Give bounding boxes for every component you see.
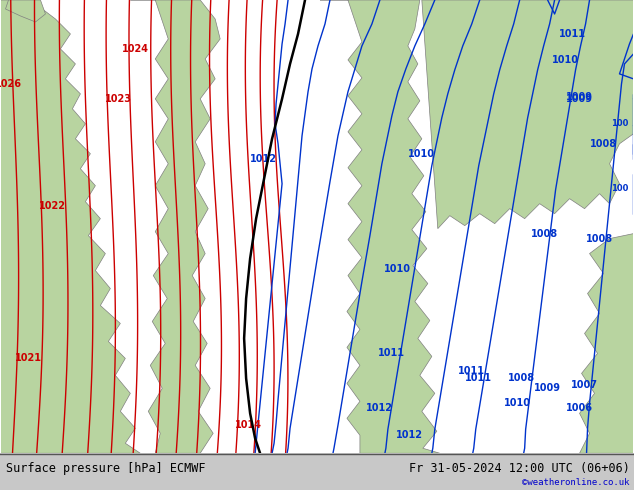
Text: 1008: 1008 — [590, 139, 617, 149]
Text: 100: 100 — [611, 119, 628, 128]
Text: 1011: 1011 — [465, 373, 492, 383]
Text: 100: 100 — [611, 184, 628, 193]
Text: 1022: 1022 — [39, 201, 66, 211]
Text: 1021: 1021 — [15, 353, 42, 364]
Text: 1008: 1008 — [586, 234, 613, 244]
Text: 1011: 1011 — [559, 29, 586, 39]
Text: 1010: 1010 — [384, 264, 411, 273]
Text: 1009: 1009 — [566, 94, 593, 104]
Text: 1010: 1010 — [552, 55, 579, 65]
Text: 1014: 1014 — [235, 420, 262, 430]
Polygon shape — [131, 0, 220, 453]
Text: Surface pressure [hPa] ECMWF: Surface pressure [hPa] ECMWF — [6, 462, 205, 475]
Text: 1006: 1006 — [566, 403, 593, 414]
Polygon shape — [320, 0, 440, 453]
Text: 1012: 1012 — [250, 154, 276, 164]
Polygon shape — [1, 0, 140, 453]
Text: 1011: 1011 — [458, 367, 485, 376]
Text: 1024: 1024 — [122, 44, 149, 54]
Text: Fr 31-05-2024 12:00 UTC (06+06): Fr 31-05-2024 12:00 UTC (06+06) — [409, 462, 630, 475]
Text: 1023: 1023 — [105, 94, 132, 104]
Text: 1010: 1010 — [504, 398, 531, 408]
Text: 1012: 1012 — [366, 403, 393, 414]
Text: 1009: 1009 — [566, 92, 593, 102]
Text: 1012: 1012 — [396, 430, 424, 441]
Text: 1026: 1026 — [0, 79, 22, 89]
Text: 1008: 1008 — [508, 373, 535, 383]
Text: 1009: 1009 — [534, 383, 561, 393]
Text: 1011: 1011 — [378, 348, 405, 358]
Text: 1010: 1010 — [408, 149, 436, 159]
Polygon shape — [422, 0, 633, 229]
Polygon shape — [579, 234, 633, 453]
Text: 1008: 1008 — [531, 229, 558, 239]
Text: 1007: 1007 — [571, 380, 598, 391]
Polygon shape — [6, 0, 46, 22]
Text: ©weatheronline.co.uk: ©weatheronline.co.uk — [522, 478, 630, 487]
